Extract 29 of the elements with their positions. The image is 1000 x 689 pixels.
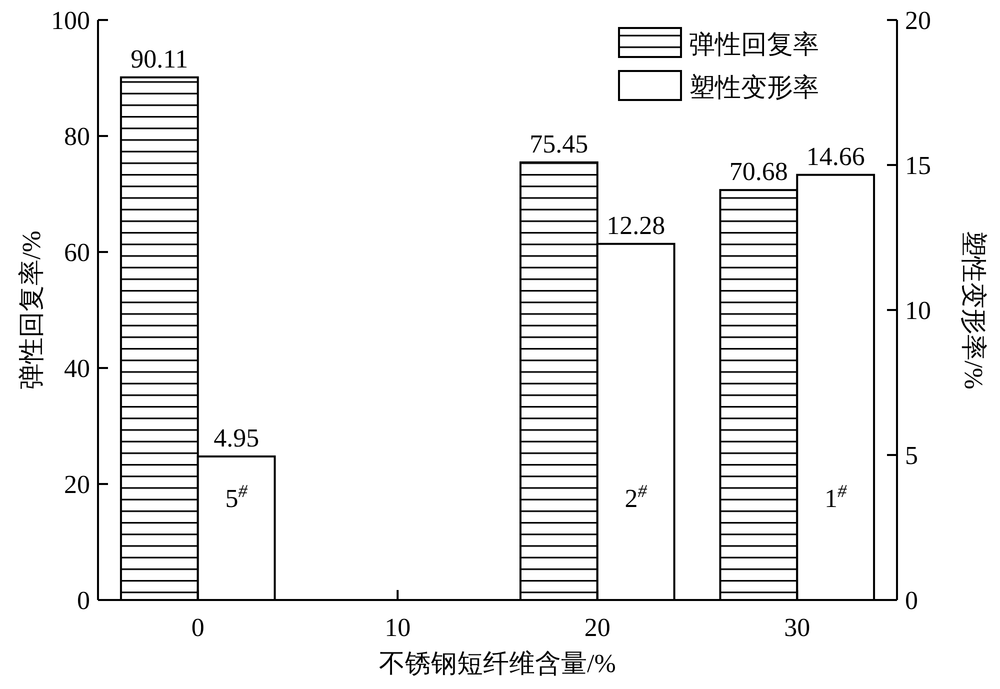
x-tick-label: 20 [584, 613, 610, 642]
data-label: 70.68 [729, 157, 788, 186]
data-label: 75.45 [530, 129, 588, 158]
y-tick-label: 20 [64, 470, 90, 499]
y-axis-title: 弹性回复率/% [17, 230, 46, 390]
x-axis-title: 不锈钢短纤维含量/% [379, 649, 616, 678]
x-tick-label: 0 [191, 613, 204, 642]
annotation: 5$^{#}$ [225, 481, 248, 514]
y2-tick-label: 5 [905, 441, 918, 470]
y2-tick-label: 15 [905, 151, 931, 180]
y-tick-label: 40 [64, 354, 90, 383]
y-tick-label: 100 [51, 6, 90, 35]
annotation: 1$^{#}$ [824, 481, 848, 514]
y-tick-label: 0 [77, 586, 90, 615]
data-label: 4.95 [214, 423, 260, 452]
y-tick-label: 60 [64, 238, 90, 267]
annotation: 2$^{#}$ [624, 481, 648, 514]
legend-label: 塑性变形率 [689, 73, 819, 102]
y2-tick-label: 20 [905, 6, 931, 35]
data-label: 90.11 [130, 44, 188, 74]
data-label: 14.66 [806, 142, 865, 171]
data-label: 12.28 [606, 210, 666, 240]
legend-label: 弹性回复率 [689, 30, 819, 59]
x-tick-label: 10 [384, 613, 411, 642]
x-tick-label: 30 [784, 613, 810, 642]
y2-tick-label: 10 [905, 296, 931, 325]
y-tick-label: 80 [64, 122, 90, 151]
y2-axis-title: 塑性变形率/% [959, 230, 988, 390]
y2-tick-label: 0 [905, 586, 918, 615]
